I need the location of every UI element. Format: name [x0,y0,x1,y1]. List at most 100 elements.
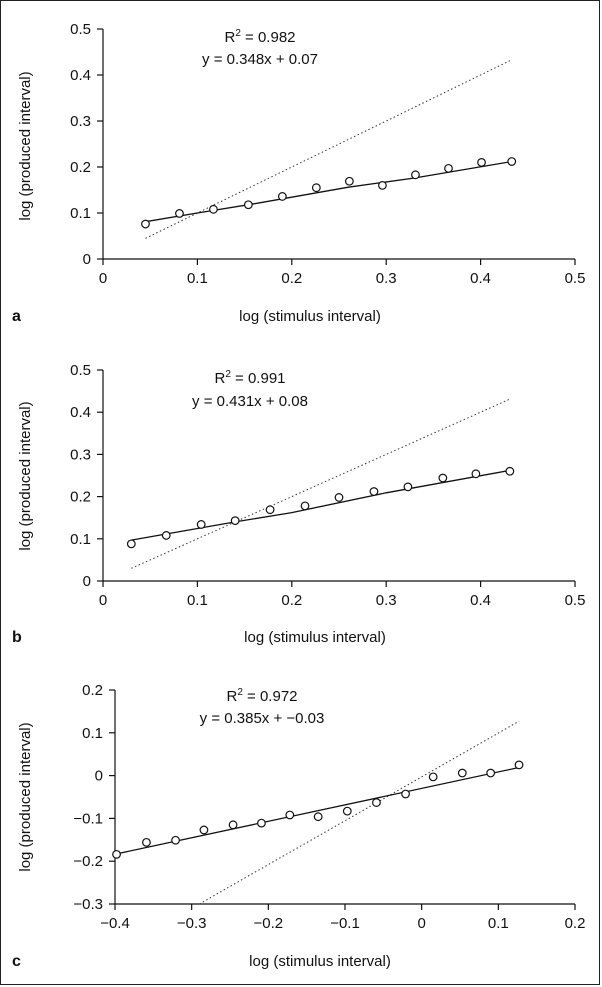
data-point [209,204,218,214]
equation-annotation: y = 0.348x + 0.07 [202,51,318,68]
panel-a: 0 0.1 0.2 0.3 0.4 0.5 0 0.1 0.2 0.3 0.4 0.5 R2 = 0.9… [12,21,585,325]
data-point [372,798,381,807]
data-point [401,789,410,799]
data-point [444,163,453,173]
y-tick-label: −0.1 [73,810,103,827]
data-point [311,183,321,193]
data-point [313,812,323,822]
identity-line [131,398,511,569]
r2-annotation: R2 = 0.972 [226,687,297,705]
data-point [230,516,240,526]
data-point [471,469,481,479]
data-point [199,825,209,835]
data-point [344,176,354,186]
data-point [428,772,438,782]
data-point [505,466,515,476]
x-axis-label: log (stimulus interval) [239,308,381,325]
data-point [477,157,486,167]
data-point [486,768,496,778]
data-point [196,520,206,529]
y-axis-label: log (produced interval) [17,722,34,871]
x-tick-label: 0 [99,592,107,609]
x-tick-label: 0.3 [376,270,397,287]
y-tick-label: 0.5 [70,362,91,379]
r2-annotation: R2 = 0.982 [224,28,295,46]
y-tick-label: 0 [95,768,103,785]
data-point [334,493,344,502]
y-tick-label: 0.2 [70,159,91,176]
panel-label: c [12,953,21,970]
data-point [411,170,420,180]
data-point [161,531,171,540]
x-tick-label: 0.1 [488,915,509,932]
x-tick-label: 0.4 [470,592,491,609]
data-point [142,837,151,847]
y-tick-label: −0.2 [73,853,103,870]
data-point [285,810,295,820]
equation-annotation: y = 0.385x + −0.03 [200,710,325,727]
x-axis-label: log (stimulus interval) [249,953,391,970]
identity-line [145,59,512,239]
equation-annotation: y = 0.431x + 0.08 [192,393,308,410]
panel-label: a [12,308,21,325]
y-tick-label: 0.3 [70,113,91,130]
data-point [369,487,379,496]
panel-label: b [12,629,22,646]
data-point [403,482,413,492]
fit-line [131,469,511,541]
y-tick-label: 0.1 [70,205,91,222]
x-tick-label: −0.1 [330,915,360,932]
data-point [507,157,517,166]
y-tick-label: −0.3 [73,896,103,913]
data-point [141,219,150,229]
fit-line [116,766,520,855]
x-tick-label: 0.4 [470,270,491,287]
data-point [112,849,121,859]
data-point [265,505,275,515]
x-tick-label: 0.2 [565,915,586,932]
y-tick-label: 0 [83,573,91,590]
r2-annotation: R2 = 0.991 [214,369,285,387]
x-tick-label: 0.5 [565,592,586,609]
y-axis-label: log (produced interval) [17,401,34,550]
data-point [171,835,180,845]
x-tick-label: −0.4 [100,915,130,932]
x-tick-label: 0.1 [187,270,208,287]
x-tick-label: 0 [99,270,107,287]
y-tick-label: 0.1 [70,531,91,548]
y-tick-label: 0.3 [70,446,91,463]
y-tick-label: 0.2 [82,682,103,699]
y-tick-label: 0.4 [70,404,91,421]
identity-line [199,720,520,905]
x-tick-label: −0.2 [254,915,284,932]
data-point [126,539,136,549]
panel-c: −0.4 −0.3 −0.2 −0.1 0 0.1 0.2 −0.3 −0.2 −0.1 0 0.1 0… [12,682,585,970]
y-axis-label: log (produced interval) [17,71,34,220]
data-point [457,768,467,778]
data-point [277,192,287,201]
data-point [175,209,184,218]
y-tick-label: 0.5 [70,21,91,38]
x-tick-label: 0.5 [565,270,586,287]
x-tick-label: 0.2 [281,270,302,287]
data-point [438,473,448,483]
x-tick-label: 0 [417,915,425,932]
data-point [257,818,266,828]
y-tick-label: 0 [83,251,91,268]
data-point [342,806,352,816]
y-tick-label: 0.2 [70,489,91,506]
panel-b: 0 0.1 0.2 0.3 0.4 0.5 0 0.1 0.2 0.3 0.4 0.5 R2 = 0.9… [12,362,585,646]
x-axis-label: log (stimulus interval) [244,629,386,646]
data-point [514,760,524,770]
x-tick-label: 0.1 [187,592,208,609]
x-tick-label: 0.3 [376,592,397,609]
data-point [300,501,310,511]
data-point [243,200,253,210]
x-tick-label: 0.2 [281,592,302,609]
y-tick-label: 0.1 [82,725,103,742]
data-point [228,820,238,830]
data-point [378,180,387,190]
y-tick-label: 0.4 [70,67,91,84]
